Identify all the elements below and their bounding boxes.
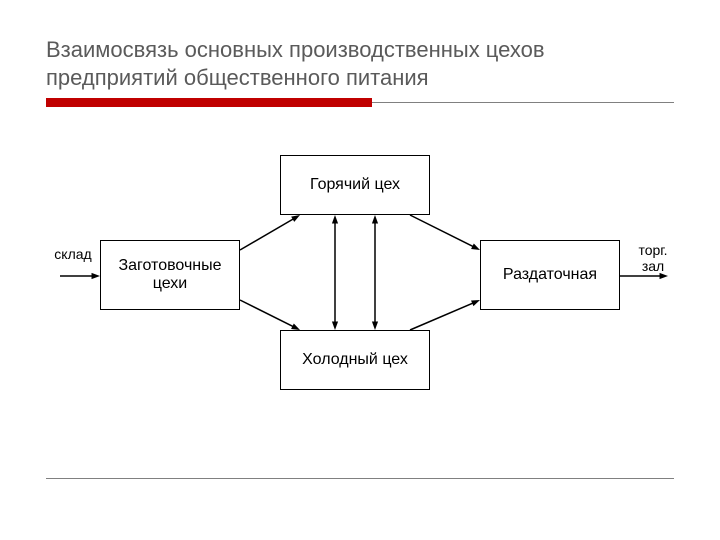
node-cold-label: Холодный цех [302, 351, 408, 369]
label-input: склад [48, 246, 98, 262]
title-line-1: Взаимосвязь основных производственных це… [46, 36, 545, 64]
node-cold: Холодный цех [280, 330, 430, 390]
rule-top [372, 102, 674, 103]
node-disp-label: Раздаточная [503, 266, 597, 284]
node-hot: Горячий цех [280, 155, 430, 215]
node-prep-label: Заготовочныецехи [118, 257, 221, 293]
node-disp: Раздаточная [480, 240, 620, 310]
label-output: торг.зал [628, 242, 678, 274]
rule-bottom [46, 478, 674, 479]
page-title: Взаимосвязь основных производственных це… [46, 36, 545, 92]
accent-bar [46, 98, 372, 107]
title-line-2: предприятий общественного питания [46, 64, 545, 92]
node-prep: Заготовочныецехи [100, 240, 240, 310]
node-hot-label: Горячий цех [310, 176, 400, 194]
